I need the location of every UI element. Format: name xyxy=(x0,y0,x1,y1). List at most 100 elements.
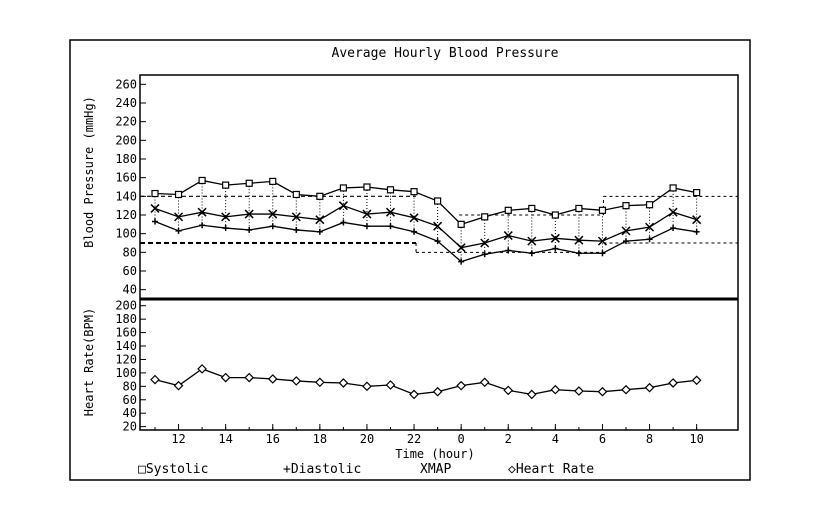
map-point-stroke xyxy=(315,215,325,225)
map-point xyxy=(668,207,678,217)
heart-rate-point xyxy=(197,364,207,374)
map-point-stroke xyxy=(480,238,490,248)
map-point xyxy=(315,215,325,225)
outer-frame xyxy=(69,39,751,481)
systolic-point xyxy=(551,211,559,219)
map-point xyxy=(503,231,513,241)
systolic-point xyxy=(410,188,418,196)
map-point xyxy=(480,238,490,248)
map-point xyxy=(362,209,372,219)
map-point-stroke xyxy=(527,236,537,246)
y-tick-label: 120 xyxy=(115,352,137,366)
map-point-stroke xyxy=(645,222,655,232)
plot-area xyxy=(139,74,739,431)
y-tick-label: 100 xyxy=(115,366,137,380)
map-point xyxy=(645,222,655,232)
x-tick-label: 2 xyxy=(505,432,512,446)
heart-rate-point xyxy=(150,374,160,385)
systolic-point xyxy=(269,177,277,185)
map-point xyxy=(291,212,301,222)
systolic-point xyxy=(386,186,395,194)
heart-rate-point xyxy=(291,376,302,386)
diastolic-point xyxy=(387,223,394,230)
heart-rate-point xyxy=(432,386,443,397)
diastolic-point xyxy=(363,223,370,230)
heart-rate-point xyxy=(668,378,678,388)
diastolic-point xyxy=(599,250,606,257)
map-point-stroke xyxy=(668,207,678,217)
legend-item-heart-rate: ◇Heart Rate xyxy=(508,462,594,477)
map-point-stroke xyxy=(221,212,231,222)
map-point xyxy=(597,236,607,246)
map-point xyxy=(221,212,231,222)
systolic-line xyxy=(154,179,697,226)
x-tick-label: 20 xyxy=(360,432,374,446)
map-point-stroke xyxy=(174,212,184,222)
map-point xyxy=(621,226,631,236)
y-tick-label: 20 xyxy=(123,420,137,434)
diastolic-point xyxy=(458,258,465,265)
map-point-stroke xyxy=(692,215,702,225)
diastolic-point xyxy=(505,247,512,254)
heart-rate-point xyxy=(267,374,278,384)
diastolic-point xyxy=(481,251,488,258)
map-point xyxy=(268,209,278,219)
y-tick-label: 120 xyxy=(115,208,137,222)
y-tick-label: 260 xyxy=(115,77,137,91)
map-point-stroke xyxy=(550,233,560,243)
map-point xyxy=(338,201,348,211)
diastolic-point xyxy=(575,250,582,257)
diastolic-point xyxy=(199,222,206,229)
map-point-stroke xyxy=(362,209,372,219)
systolic-point xyxy=(292,190,300,199)
diastolic-point xyxy=(316,228,323,235)
map-line xyxy=(154,204,697,249)
y-tick-label: 100 xyxy=(115,227,137,241)
map-point-stroke xyxy=(597,236,607,246)
map-point-stroke xyxy=(197,207,207,217)
y-tick-label: 140 xyxy=(115,339,137,353)
heart-rate-point xyxy=(621,384,631,395)
heart-rate-point xyxy=(338,378,349,388)
map-point-stroke xyxy=(244,209,254,219)
heart-rate-point xyxy=(574,386,584,396)
heart-rate-point xyxy=(526,389,537,400)
diastolic-point xyxy=(670,225,677,232)
x-tick-label: 0 xyxy=(458,432,465,446)
map-point-stroke xyxy=(574,235,584,245)
heart-rate-point xyxy=(362,381,372,392)
heart-rate-point xyxy=(479,377,490,388)
map-point xyxy=(197,207,207,217)
y-tick-label: 40 xyxy=(123,406,137,420)
y-tick-label: 180 xyxy=(115,312,137,326)
map-point-stroke xyxy=(150,203,160,213)
heart-rate-point xyxy=(244,372,255,383)
heart-rate-line xyxy=(154,368,697,396)
x-tick-label: 8 xyxy=(646,432,653,446)
y-axis-label-bp: Blood Pressure (mmHg) xyxy=(82,96,96,248)
y-tick-label: 80 xyxy=(123,379,137,393)
diastolic-point xyxy=(340,219,347,226)
legend: □Systolic +Diastolic XMAP ◇Heart Rate xyxy=(138,462,594,477)
diastolic-line xyxy=(154,220,697,263)
diastolic-point xyxy=(552,245,559,252)
heart-rate-point xyxy=(385,380,396,390)
y-tick-label: 180 xyxy=(115,152,137,166)
map-point xyxy=(527,236,537,246)
heart-rate-point xyxy=(597,386,608,397)
y-tick-label: 80 xyxy=(123,245,137,259)
legend-item-diastolic: +Diastolic xyxy=(283,462,361,477)
diastolic-point xyxy=(693,228,700,235)
map-point-stroke xyxy=(456,243,466,253)
map-point xyxy=(150,203,160,213)
y-tick-label: 220 xyxy=(115,115,137,129)
map-point-stroke xyxy=(433,221,443,231)
diastolic-point xyxy=(293,226,300,233)
map-point-stroke xyxy=(503,231,513,241)
map-point xyxy=(433,221,443,231)
y-tick-label: 200 xyxy=(115,133,137,147)
systolic-point xyxy=(575,204,583,213)
heart-rate-point xyxy=(503,385,514,396)
diastolic-point xyxy=(269,223,276,230)
